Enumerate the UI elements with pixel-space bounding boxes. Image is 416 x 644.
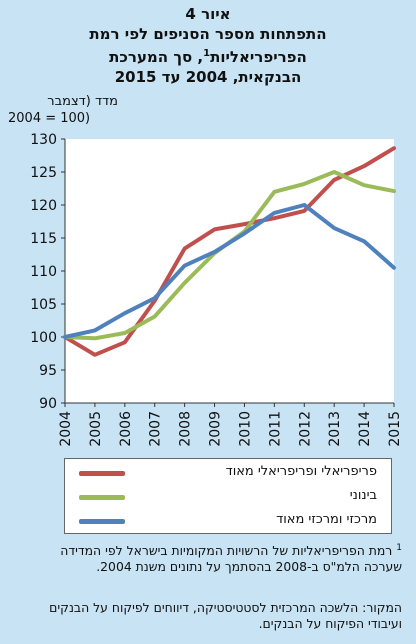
x-tick-label: 2011	[267, 411, 283, 447]
y-tick-label: 110	[30, 264, 57, 280]
x-tick-label: 2006	[118, 411, 134, 447]
footnote-number: 1	[396, 543, 402, 553]
x-tick-label: 2013	[327, 411, 343, 447]
series-line-0	[63, 146, 396, 357]
legend-swatch-central	[79, 519, 125, 524]
y-axis-label-line1: מדד (דצמבר	[47, 94, 118, 109]
x-tick-label: 2007	[148, 411, 164, 447]
x-tick-label: 2004	[58, 411, 74, 447]
y-tick-label: 120	[30, 198, 57, 214]
footnote: 1 רמת הפריפריאליות של הרשויות המקומיות ב…	[20, 540, 402, 577]
title-line-1: התפתחות מספר הסניפים לפי רמת	[89, 25, 327, 43]
x-tick-label: 2015	[387, 411, 403, 447]
figure-label: איור 4	[185, 5, 231, 23]
title-line-2b: , סך המערכת	[109, 48, 204, 66]
y-axis-label-line2: 2004 = 100)	[8, 111, 91, 126]
line-chart: 90 95 100 105 110 115 120 125 130 2004 2005 2006 200…	[30, 132, 403, 447]
legend-label-peripheral: פריפריאלי ופריפריאלי מאוד	[225, 464, 377, 479]
title-line-3: הבנקאית, 2004 עד 2015	[114, 68, 302, 86]
y-tick-label: 100	[30, 330, 57, 346]
legend-label-central: מרכזי ומרכזי מאוד	[276, 512, 377, 527]
x-tick-label: 2009	[208, 411, 224, 447]
x-tick-label: 2010	[237, 411, 253, 447]
y-tick-label: 125	[30, 165, 57, 181]
chart-title: איור 4 התפתחות מספר הסניפים לפי רמת הפרי…	[0, 4, 416, 87]
legend-swatch-peripheral	[79, 471, 125, 476]
legend-item-peripheral: פריפריאלי ופריפריאלי מאוד	[65, 461, 391, 485]
chart-axes: 90 95 100 105 110 115 120 125 130 2004 2005 2006 200…	[30, 132, 403, 447]
legend-swatch-medium	[79, 495, 125, 500]
title-line-2a: הפריפריאליות	[210, 48, 307, 66]
y-tick-label: 95	[39, 363, 57, 379]
x-tick-label: 2014	[357, 411, 373, 447]
x-tick-label: 2012	[297, 411, 313, 447]
footnote-text-row: 1 רמת הפריפריאליות של הרשויות המקומיות ב…	[20, 540, 402, 575]
y-tick-label: 105	[30, 297, 57, 313]
chart-series	[63, 146, 396, 357]
x-tick-label: 2005	[88, 411, 104, 447]
x-tick-label: 2008	[178, 411, 194, 447]
y-axis-label: מדד (דצמבר 2004 = 100)	[8, 93, 118, 127]
title-footnote-ref: 1	[203, 48, 211, 59]
footnote-text: רמת הפריפריאליות של הרשויות המקומיות ביש…	[60, 543, 402, 575]
legend-item-medium: בינוני	[65, 485, 391, 509]
title-line-2: הפריפריאליות1, סך המערכת	[0, 44, 416, 67]
plot-area	[65, 139, 394, 403]
y-tick-label: 115	[30, 231, 57, 247]
source-note: המקור: הלשכה המרכזית לסטטיסטיקה, דיווחים…	[49, 600, 402, 631]
series-line-2	[63, 203, 396, 339]
y-tick-label: 90	[39, 396, 57, 412]
legend-label-medium: בינוני	[349, 488, 377, 503]
legend-item-central: מרכזי ומרכזי מאוד	[65, 509, 391, 533]
chart-legend: פריפריאלי ופריפריאלי מאוד בינוני מרכזי ו…	[64, 458, 392, 534]
y-tick-label: 130	[30, 132, 57, 148]
